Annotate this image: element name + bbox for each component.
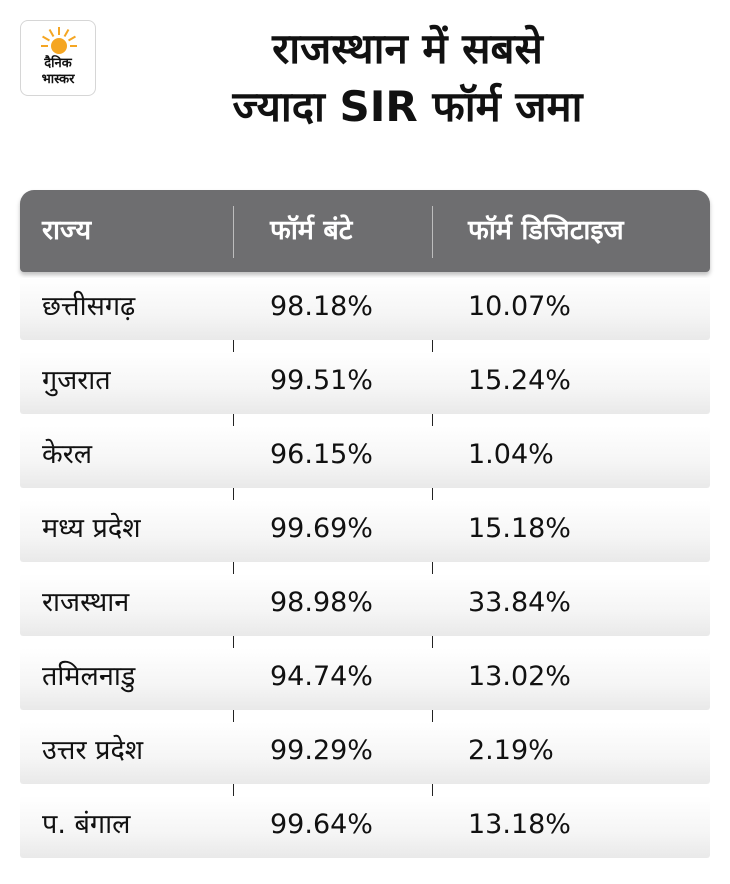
digitized-cell: 2.19% [468, 735, 554, 766]
digitized-cell: 13.18% [468, 809, 571, 840]
header-separator [432, 206, 433, 258]
state-cell: गुजरात [42, 365, 111, 396]
state-cell: तमिलनाडु [42, 661, 136, 692]
state-cell: राजस्थान [42, 587, 130, 618]
digitized-cell: 33.84% [468, 587, 571, 618]
distributed-cell: 99.29% [270, 735, 373, 766]
table-header: राज्य फॉर्म बंटे फॉर्म डिजिटाइज [20, 190, 710, 272]
distributed-cell: 98.98% [270, 587, 373, 618]
table-row: मध्य प्रदेश 99.69% 15.18% [20, 500, 710, 562]
distributed-cell: 99.64% [270, 809, 373, 840]
state-cell: प. बंगाल [42, 809, 131, 840]
distributed-cell: 98.18% [270, 291, 373, 322]
table-body: छत्तीसगढ़ 98.18% 10.07% गुजरात 99.51% 15… [20, 278, 710, 858]
table-row: उत्तर प्रदेश 99.29% 2.19% [20, 722, 710, 784]
logo-text-line1: दैनिक [44, 56, 72, 71]
data-table: राज्य फॉर्म बंटे फॉर्म डिजिटाइज छत्तीसगढ… [20, 190, 710, 870]
state-cell: केरल [42, 439, 93, 470]
logo-text-line2: भास्कर [41, 72, 75, 87]
table-row: छत्तीसगढ़ 98.18% 10.07% [20, 278, 710, 340]
header-state: राज्य [42, 215, 92, 246]
table-row: तमिलनाडु 94.74% 13.02% [20, 648, 710, 710]
column-divider [233, 284, 234, 852]
digitized-cell: 1.04% [468, 439, 554, 470]
digitized-cell: 15.18% [468, 513, 571, 544]
header-separator [233, 206, 234, 258]
dainik-bhaskar-logo: दैनिक भास्कर [20, 20, 96, 96]
table-row: गुजरात 99.51% 15.24% [20, 352, 710, 414]
distributed-cell: 94.74% [270, 661, 373, 692]
digitized-cell: 15.24% [468, 365, 571, 396]
distributed-cell: 99.69% [270, 513, 373, 544]
state-cell: मध्य प्रदेश [42, 513, 141, 544]
title-line1: राजस्थान में सबसे [272, 24, 543, 73]
state-cell: उत्तर प्रदेश [42, 735, 144, 766]
header-forms-distributed: फॉर्म बंटे [270, 215, 353, 246]
table-row: केरल 96.15% 1.04% [20, 426, 710, 488]
state-cell: छत्तीसगढ़ [42, 291, 136, 322]
digitized-cell: 13.02% [468, 661, 571, 692]
title-line2: ज्यादा SIR फॉर्म जमा [232, 82, 583, 131]
page-title: राजस्थान में सबसे ज्यादा SIR फॉर्म जमा [105, 20, 710, 136]
header-forms-digitized: फॉर्म डिजिटाइज [468, 215, 624, 246]
distributed-cell: 96.15% [270, 439, 373, 470]
distributed-cell: 99.51% [270, 365, 373, 396]
digitized-cell: 10.07% [468, 291, 571, 322]
sun-icon [41, 27, 77, 54]
table-row: राजस्थान 98.98% 33.84% [20, 574, 710, 636]
column-divider [432, 284, 433, 852]
table-row: प. बंगाल 99.64% 13.18% [20, 796, 710, 858]
